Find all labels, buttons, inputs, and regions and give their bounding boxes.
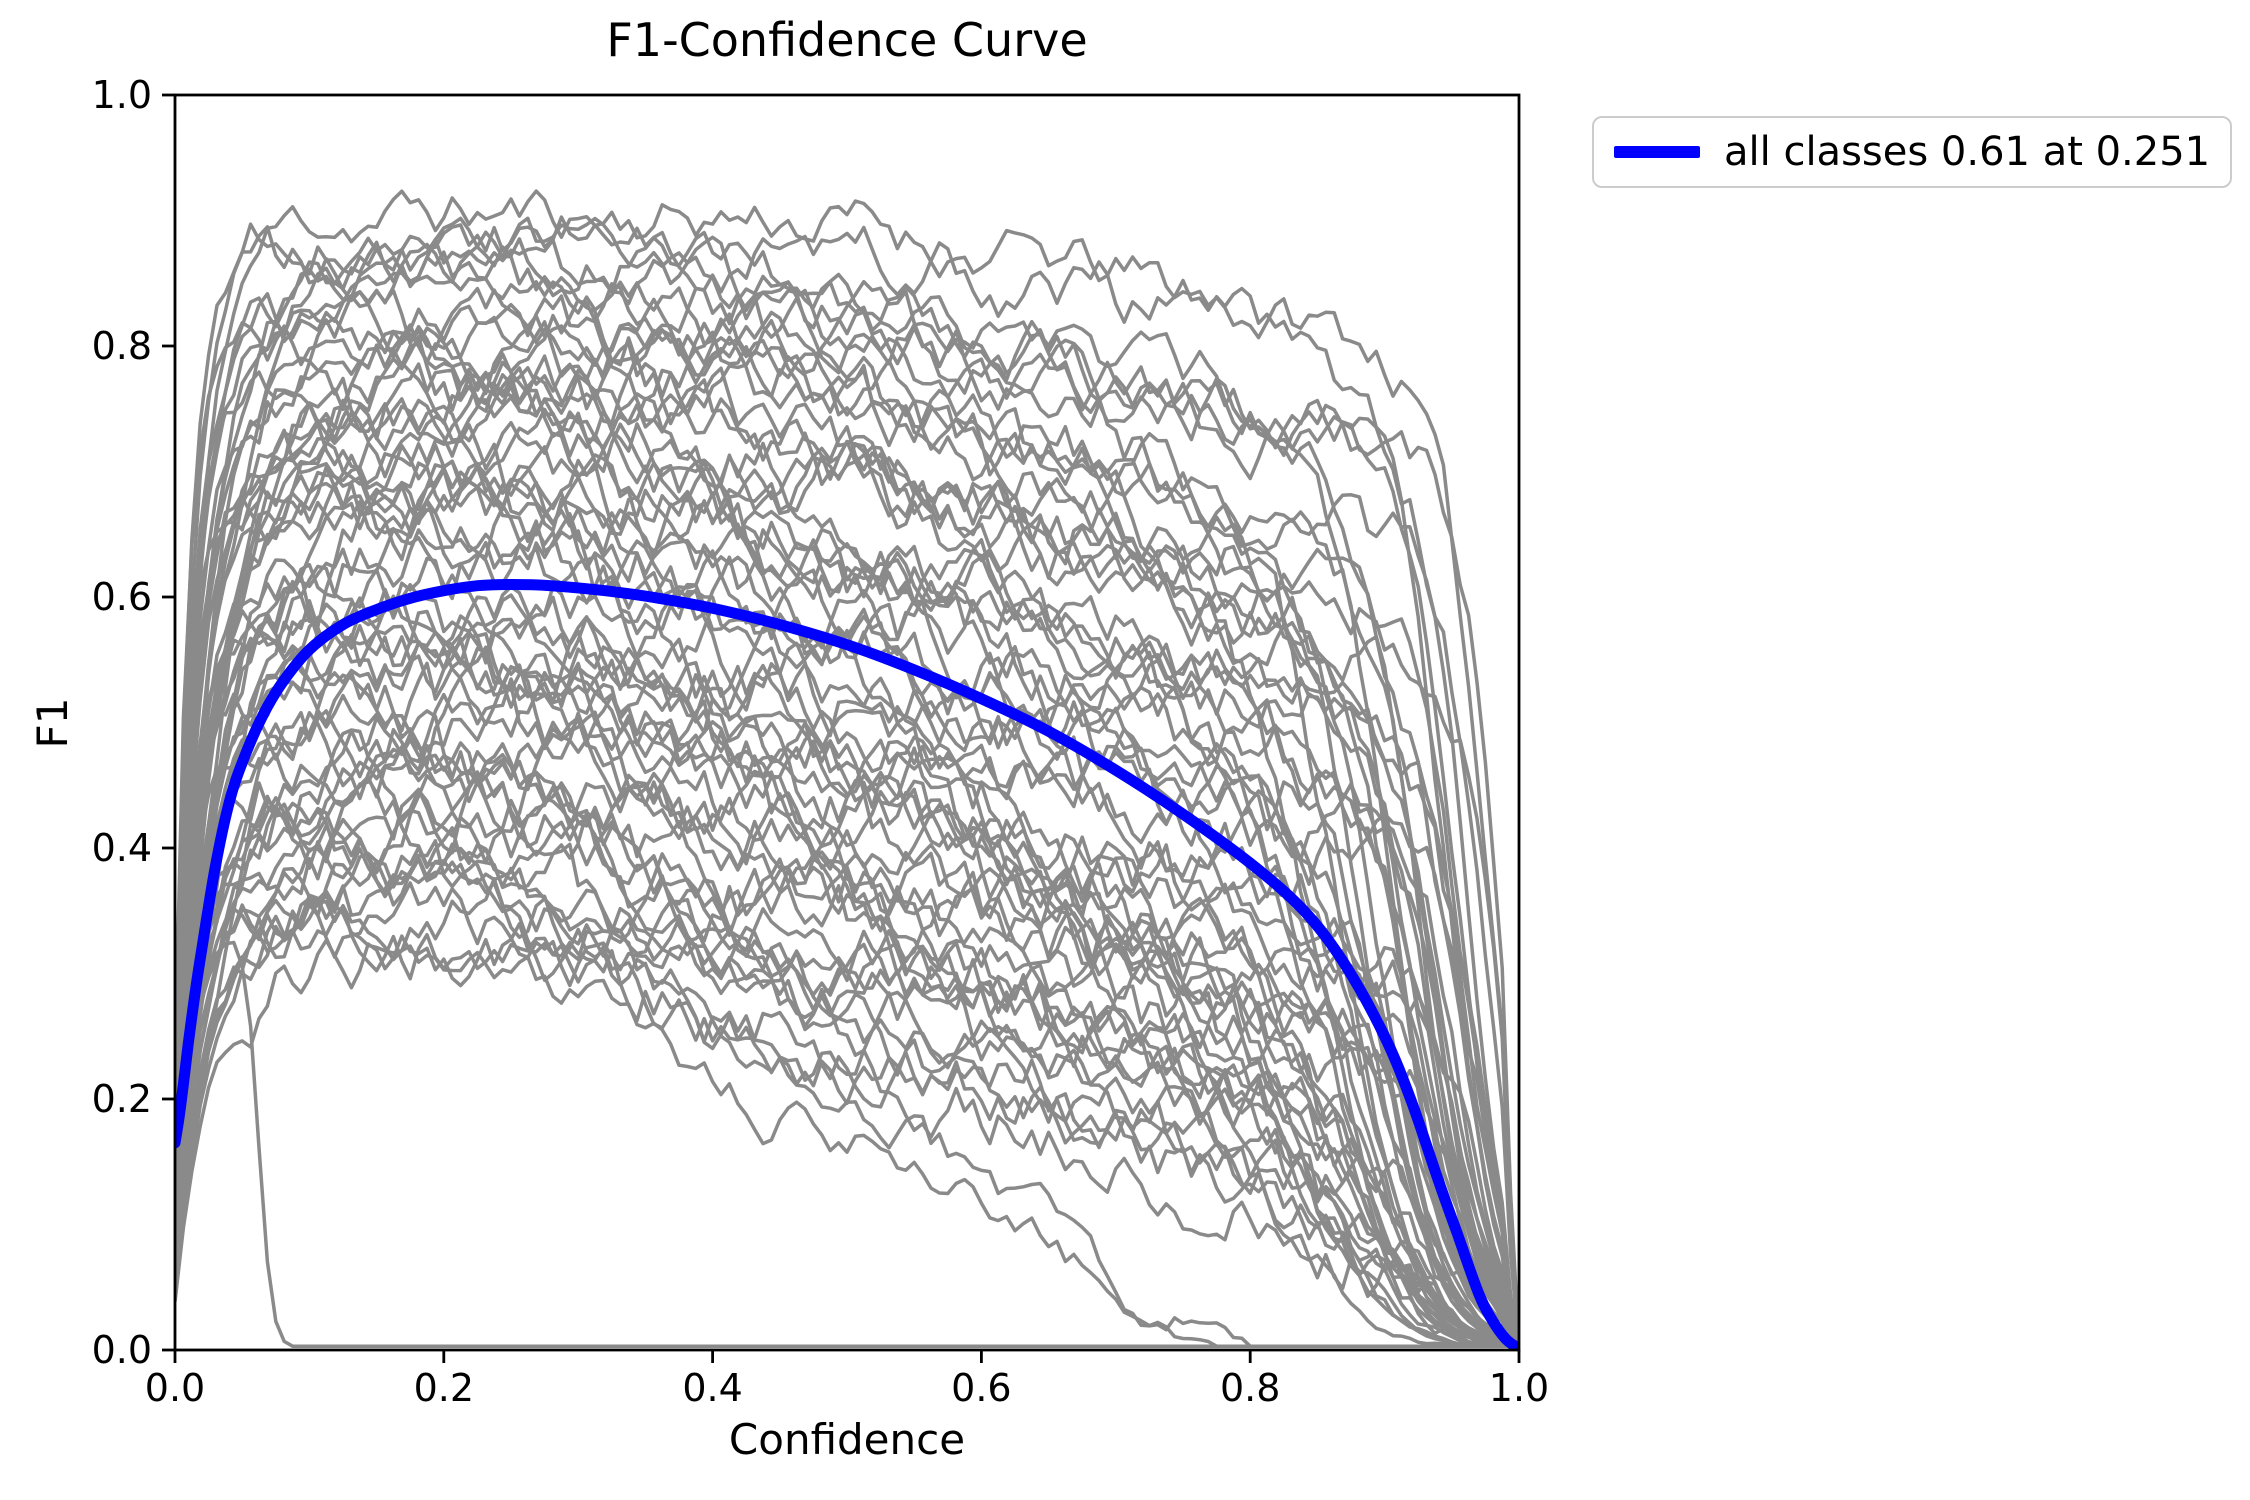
class-curve xyxy=(175,293,1519,1347)
class-curve xyxy=(175,216,1519,1348)
class-curve xyxy=(175,881,1519,1348)
x-tick-label: 0.6 xyxy=(951,1366,1012,1410)
class-curve xyxy=(175,458,1519,1347)
class-curve xyxy=(175,215,1519,1347)
class-curve xyxy=(175,665,1519,1348)
x-tick-label: 0.2 xyxy=(413,1366,475,1410)
class-curve xyxy=(175,573,1519,1348)
class-curve xyxy=(175,378,1519,1348)
class-curve xyxy=(175,744,1519,1348)
x-tick-label: 1.0 xyxy=(1488,1366,1550,1410)
class-curve xyxy=(175,764,1519,1348)
class-curve xyxy=(175,585,1519,1348)
class-curve xyxy=(175,839,1519,1348)
class-curve xyxy=(175,356,1519,1347)
class-curve xyxy=(175,279,1519,1347)
class-curve xyxy=(175,288,1519,1347)
class-curve xyxy=(175,292,1519,1348)
class-curve xyxy=(175,640,1519,1347)
x-tick-label: 0.8 xyxy=(1219,1366,1281,1410)
class-curve xyxy=(175,670,1519,1348)
per-class-curves xyxy=(175,189,1519,1348)
legend-label: all classes 0.61 at 0.251 xyxy=(1724,129,2211,175)
class-curve xyxy=(175,777,1519,1348)
class-curve xyxy=(175,470,1519,1347)
y-tick-label: 1.0 xyxy=(91,73,152,117)
all-classes-curve xyxy=(175,578,1519,1350)
class-curve xyxy=(175,646,1519,1348)
y-axis-label: F1 xyxy=(27,697,77,748)
class-curve xyxy=(175,564,1519,1347)
axis-ticks xyxy=(162,93,1521,1363)
class-curve xyxy=(175,428,1519,1347)
chart-title: F1-Confidence Curve xyxy=(606,13,1088,67)
class-curve xyxy=(175,494,1519,1347)
legend-line-swatch xyxy=(1614,146,1700,158)
y-tick-label: 0.8 xyxy=(91,324,152,368)
y-tick-label: 0.6 xyxy=(91,575,152,619)
class-curve xyxy=(175,407,1519,1347)
x-axis-label: Confidence xyxy=(728,1415,966,1464)
legend: all classes 0.61 at 0.251 xyxy=(1592,116,2233,188)
class-curve xyxy=(175,847,1519,1348)
class-curve xyxy=(175,189,1519,1347)
y-tick-label: 0.4 xyxy=(91,826,152,870)
class-curve xyxy=(175,236,1519,1348)
class-curve xyxy=(175,636,1519,1348)
y-tick-label: 0.0 xyxy=(91,1328,152,1372)
class-curve xyxy=(175,526,1519,1348)
class-curve xyxy=(175,442,1519,1348)
x-tick-label: 0.0 xyxy=(144,1366,206,1410)
class-curve xyxy=(175,846,1519,1348)
x-tick-label: 0.4 xyxy=(682,1366,743,1410)
class-curve xyxy=(175,770,1519,1348)
all-classes-line xyxy=(175,578,1519,1350)
axes-spines xyxy=(173,93,1521,1352)
class-curve xyxy=(175,645,1519,1348)
y-tick-label: 0.2 xyxy=(91,1077,152,1121)
class-curve xyxy=(175,693,1519,1348)
